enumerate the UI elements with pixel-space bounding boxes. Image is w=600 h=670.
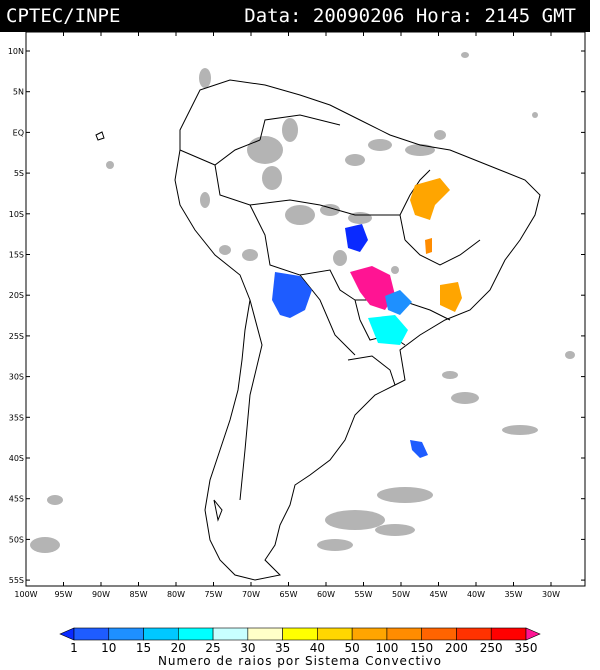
lon-label: 75W — [204, 590, 222, 599]
system-orange-bahia — [410, 178, 450, 220]
lat-label: 40S — [9, 454, 24, 463]
colorbar-label: 35 — [275, 641, 290, 655]
lon-label: 65W — [279, 590, 297, 599]
lon-label: 40W — [467, 590, 485, 599]
colorbar-arrow-right — [525, 627, 541, 641]
colorbar-arrow-left — [59, 627, 75, 641]
map-frame — [25, 32, 586, 587]
colorbar-segment — [178, 627, 214, 641]
colorbar-segment — [282, 627, 318, 641]
colorbar-segment — [212, 627, 249, 641]
cloud-cover — [30, 52, 575, 553]
colorbar-segment — [108, 627, 144, 641]
colorbar-segment — [456, 627, 492, 641]
colorbar-segment — [351, 627, 388, 641]
lat-label: EQ — [13, 128, 24, 137]
colorbar — [59, 627, 541, 641]
colorbar-label: 50 — [345, 641, 360, 655]
system-cyan — [368, 315, 408, 345]
colorbar-labels: 1 10 15 20 25 30 35 40 50 100 150 200 250 350 — [70, 641, 537, 655]
lat-label: 25S — [9, 332, 24, 341]
lat-label: 10N — [8, 47, 24, 56]
datetime-label: Data: 20090206 Hora: 2145 GMT — [244, 5, 576, 27]
longitude-axis: 100W 95W 90W 85W 80W 75W 70W 65W 60W 55W 50W 45W 40W… — [14, 32, 560, 599]
lat-label: 55S — [9, 576, 24, 585]
lat-label: 30S — [9, 373, 24, 382]
colorbar-segment — [490, 627, 527, 641]
colorbar-segment — [247, 627, 283, 641]
coastlines — [95, 79, 541, 581]
lon-label: 35W — [504, 590, 522, 599]
system-blue-bolivia — [272, 272, 312, 318]
colorbar-segment — [73, 627, 110, 641]
colorbar-label: 20 — [171, 641, 186, 655]
colorbar-label: 350 — [515, 641, 538, 655]
lat-label: 45S — [9, 495, 24, 504]
title-bar: CPTEC/INPE Data: 20090206 Hora: 2145 GMT — [0, 0, 590, 32]
colorbar-segment — [317, 627, 353, 641]
colorbar-segment — [386, 627, 422, 641]
lightning-map: 10N5NEQ5S10S15S20S25S30S35S40S45S50S55S … — [8, 32, 586, 668]
lon-label: 95W — [54, 590, 72, 599]
system-magenta — [350, 266, 395, 310]
lat-label: 5N — [13, 88, 24, 97]
colorbar-label: 100 — [375, 641, 398, 655]
lon-label: 100W — [14, 590, 37, 599]
lon-label: 60W — [317, 590, 335, 599]
lon-label: 50W — [392, 590, 410, 599]
system-darkblue-mato-grosso — [345, 224, 368, 252]
lat-label: 10S — [9, 210, 24, 219]
colorbar-label: 10 — [101, 641, 116, 655]
colorbar-label: 30 — [240, 641, 255, 655]
colorbar-label: 150 — [410, 641, 433, 655]
lon-label: 80W — [167, 590, 185, 599]
colorbar-segment — [421, 627, 457, 641]
system-blue-mg — [385, 290, 412, 315]
lon-label: 85W — [129, 590, 147, 599]
colorbar-label: 40 — [310, 641, 325, 655]
lon-label: 90W — [92, 590, 110, 599]
lat-label: 15S — [9, 251, 24, 260]
lon-label: 45W — [429, 590, 447, 599]
convective-systems — [272, 178, 462, 458]
system-orange-small — [425, 238, 432, 254]
colorbar-segment — [143, 627, 179, 641]
colorbar-label: 250 — [480, 641, 503, 655]
latitude-axis: 10N 5N EQ 5S 10S 15S 20S 25S 30S 35S 40S 45S 50S 55S — [8, 47, 585, 585]
system-orange-se — [440, 282, 462, 312]
colorbar-label: 25 — [205, 641, 220, 655]
lat-label: 50S — [9, 535, 24, 544]
lat-label: 5S — [14, 169, 24, 178]
lon-label: 70W — [242, 590, 260, 599]
lon-label: 30W — [542, 590, 560, 599]
system-blue-atlantic — [410, 440, 428, 458]
colorbar-label: 15 — [136, 641, 151, 655]
colorbar-label: 1 — [70, 641, 78, 655]
lat-label: 35S — [9, 413, 24, 422]
lon-label: 55W — [354, 590, 372, 599]
colorbar-title: Numero de raios por Sistema Convectivo — [158, 654, 442, 668]
lat-label: 20S — [9, 291, 24, 300]
agency-label: CPTEC/INPE — [6, 5, 121, 27]
colorbar-label: 200 — [445, 641, 468, 655]
